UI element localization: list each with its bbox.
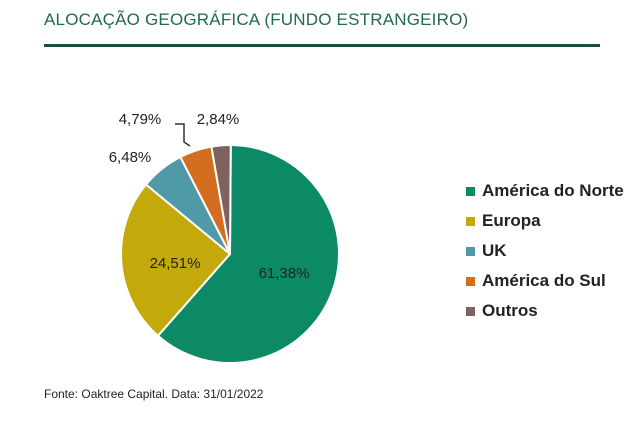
legend: América do Norte Europa UK América do Sul Ou… [466,176,624,326]
legend-swatch [466,246,475,256]
pie-slice-américa-do-norte [156,143,340,364]
slice-label-américa-do-norte: 61,38% [259,265,310,282]
leader-line [175,123,191,147]
slice-label-outros: 2,84% [197,111,240,128]
legend-swatch [466,186,475,196]
legend-label: América do Sul [482,271,606,290]
legend-swatch [466,276,475,286]
chart-title: ALOCAÇÃO GEOGRÁFICA (FUNDO ESTRANGEIRO) [44,10,469,29]
legend-item-américa-do-norte: América do Norte [466,176,624,206]
legend-label: Outros [482,301,538,320]
legend-swatch [466,216,475,226]
slice-label-américa-do-sul: 4,79% [119,111,162,128]
legend-label: América do Norte [482,181,624,200]
slice-label-europa: 24,51% [150,255,201,272]
legend-swatch [466,306,475,316]
legend-item-outros: Outros [466,296,624,326]
legend-label: UK [482,241,507,260]
title-divider [44,44,600,47]
source-note: Fonte: Oaktree Capital. Data: 31/01/2022 [44,387,264,401]
pie-slice-outros [210,143,232,255]
slice-label-uk: 6,48% [109,149,152,166]
pie-slice-europa [119,183,232,338]
legend-item-uk: UK [466,236,624,266]
legend-item-américa-do-sul: América do Sul [466,266,624,296]
legend-item-europa: Europa [466,206,624,236]
legend-label: Europa [482,211,541,230]
